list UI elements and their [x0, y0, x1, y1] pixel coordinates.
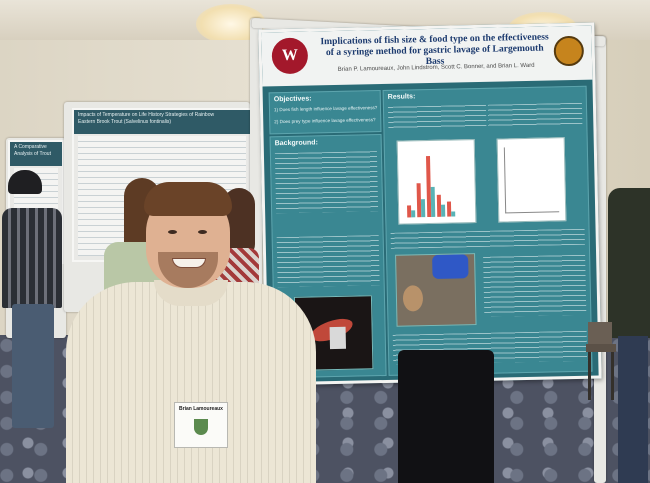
lavage-procedure-photo [395, 253, 477, 327]
scatter-chart [496, 137, 567, 223]
plaid-jacket [2, 208, 62, 308]
badge-shield-icon [194, 419, 208, 435]
conclusions-text [483, 254, 587, 317]
results-text-right [487, 102, 583, 129]
dark-jeans [618, 336, 648, 483]
wsu-logo-icon: W [271, 37, 309, 75]
histogram-bar [451, 211, 456, 217]
results-heading: Results: [387, 93, 416, 101]
chair-seat [586, 344, 616, 352]
badge-name: Brian Lamoureaux [179, 406, 223, 412]
histogram-bar [441, 204, 446, 217]
objectives-heading: Objectives: [273, 95, 312, 104]
photo-bass-shape [402, 285, 424, 312]
black-outfit [398, 350, 494, 483]
results-text [387, 104, 487, 131]
scatter-axis-line [505, 211, 560, 214]
objectives-panel: Objectives: 1) Does fish length influenc… [268, 90, 382, 135]
far-poster-title: A Comparative Analysis of Trout [10, 142, 62, 166]
histogram-bar [411, 210, 416, 218]
poster-title-band: W Implications of fish size & food type … [261, 25, 593, 87]
neighbor-poster-subtitle: Eastern Brook Trout (Salvelinus fontinal… [78, 119, 172, 125]
agency-seal-icon [553, 35, 585, 67]
results-panel: Results: [382, 85, 593, 376]
scatter-axis-vertical [503, 147, 507, 214]
chair-leg [588, 352, 591, 400]
folding-chair [586, 322, 618, 402]
photo-tool-shape [329, 326, 347, 350]
photo-glove-shape [432, 254, 469, 279]
smile [172, 258, 206, 268]
right-eye [198, 230, 207, 234]
discussion-text [390, 228, 585, 249]
attendee-dark-jacket [608, 188, 650, 483]
checked-shirt [66, 282, 316, 483]
black-beanie [8, 170, 42, 194]
presenter-hair [144, 182, 232, 216]
attendee-black-outfit [390, 350, 500, 483]
histogram-chart [396, 139, 477, 225]
histogram-bar [420, 199, 426, 218]
dark-jacket [608, 188, 650, 338]
neighbor-poster-title: Impacts of Temperature on Life History S… [78, 112, 215, 118]
jeans [12, 304, 54, 428]
left-eye [168, 230, 177, 234]
objective-2: 2) Does prey type influence lavage effec… [274, 117, 376, 125]
attendee-plaid-jacket [2, 170, 68, 440]
objective-1: 1) Does fish length influence lavage eff… [273, 105, 378, 113]
histogram-bar [430, 186, 436, 217]
neighbor-poster-header: Impacts of Temperature on Life History S… [74, 110, 250, 134]
presenter [66, 180, 316, 483]
background-heading: Background: [274, 139, 318, 148]
chair-back [588, 322, 612, 344]
chair-leg [611, 352, 614, 400]
name-badge: Brian Lamoureaux [174, 402, 228, 448]
